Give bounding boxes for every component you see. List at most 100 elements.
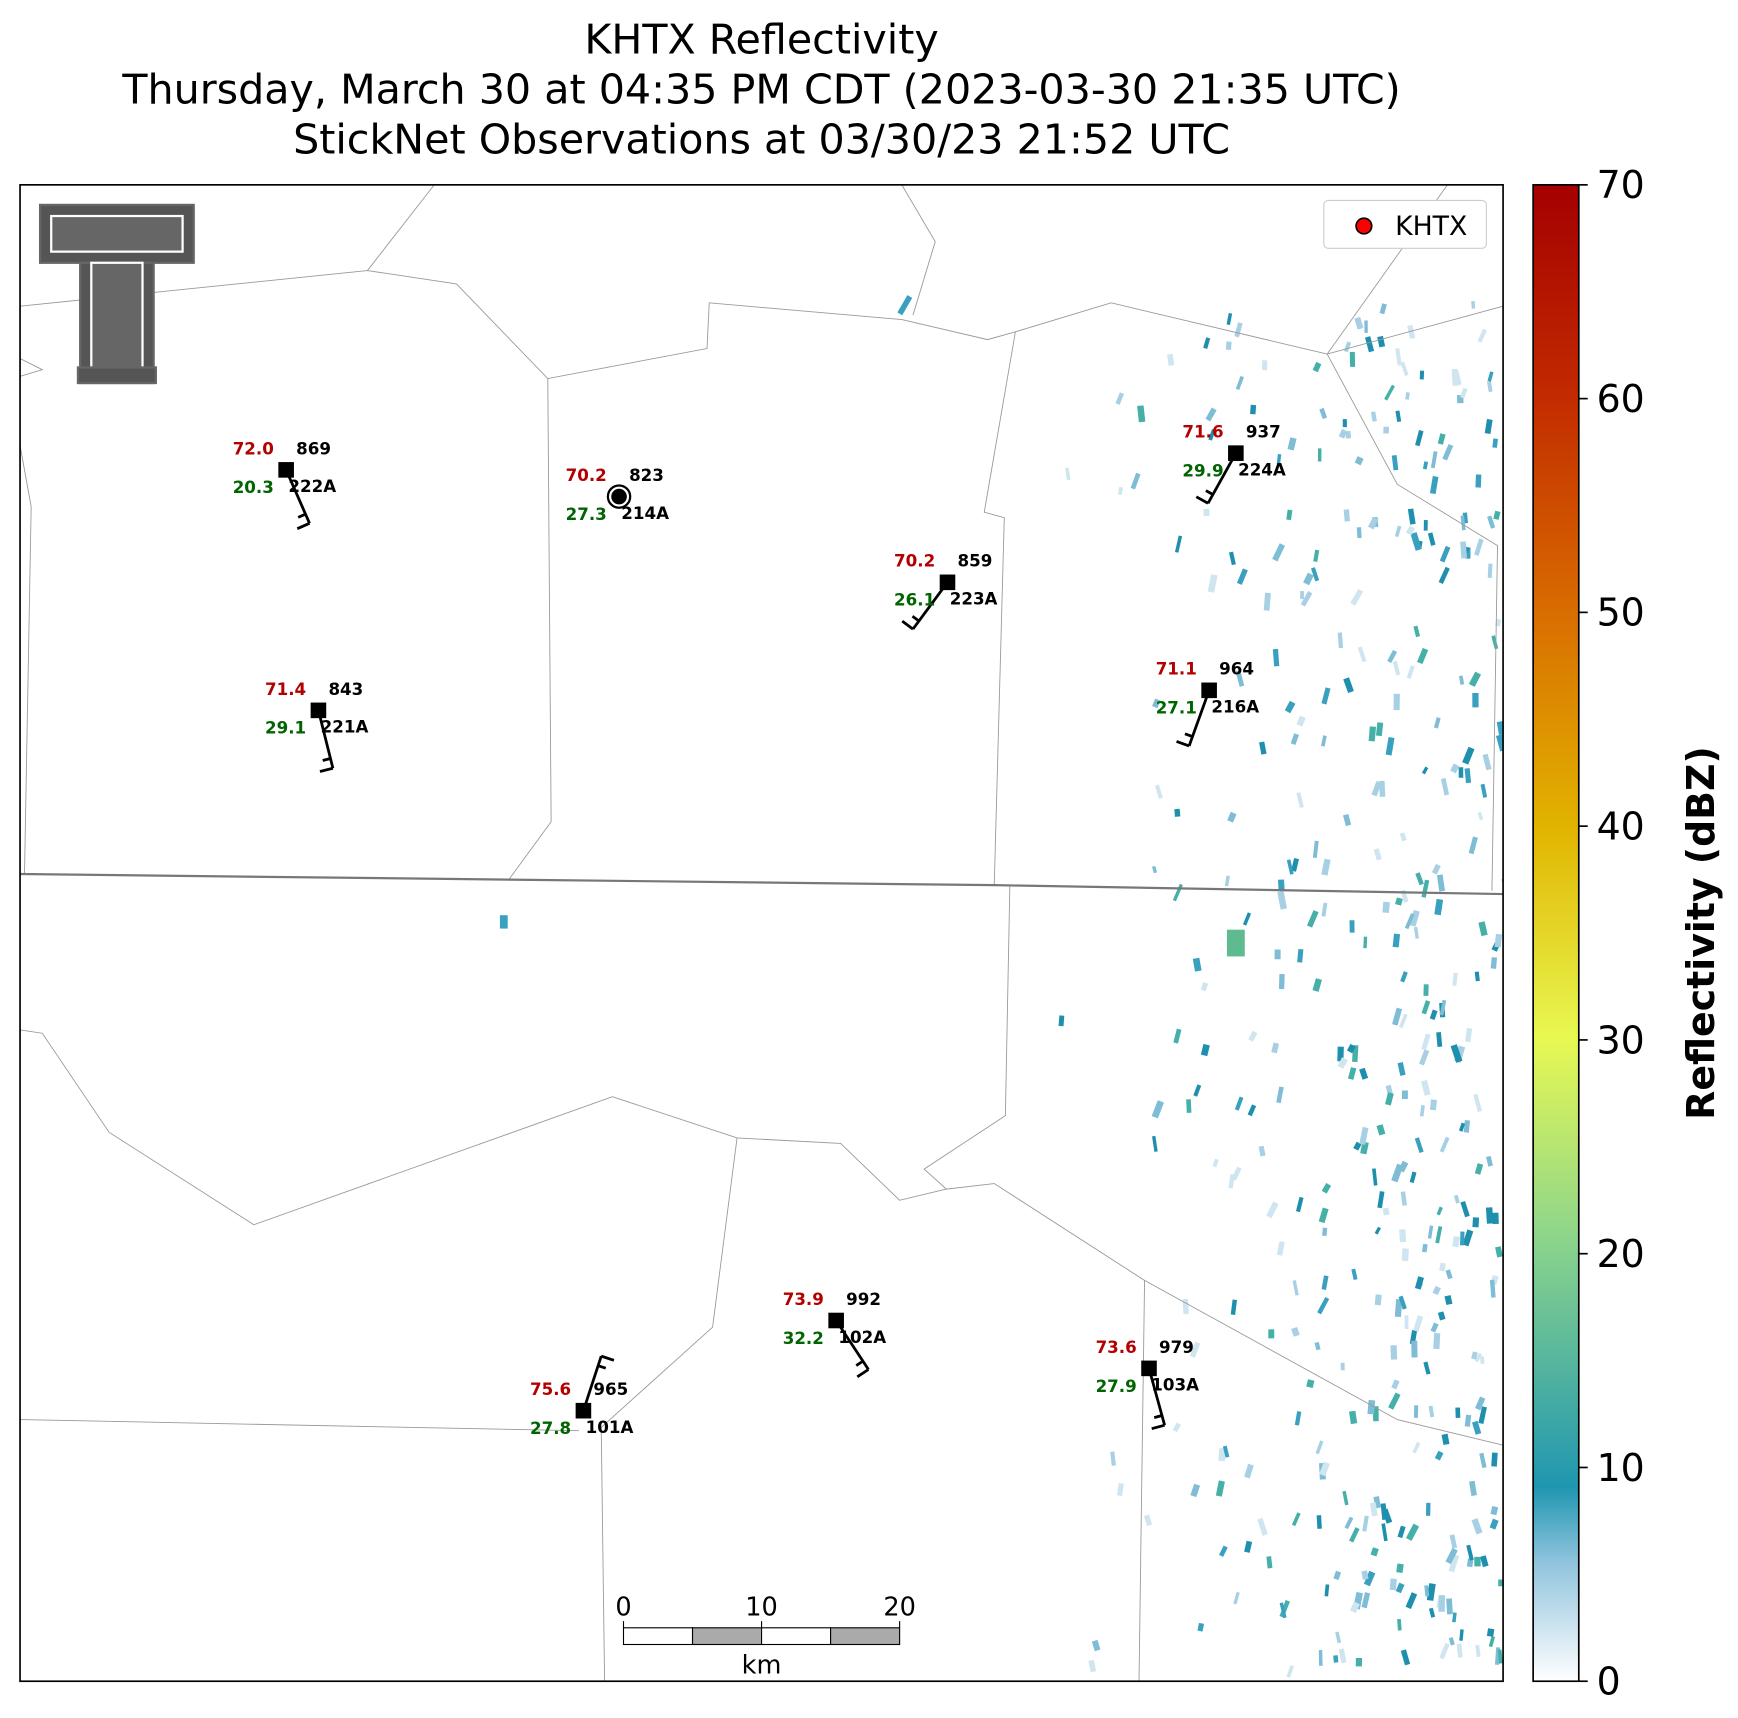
radar-echo: [1404, 1315, 1409, 1329]
radar-echo: [1460, 515, 1466, 531]
scale-bar-segment: [761, 1627, 832, 1646]
radar-echo: [1117, 486, 1123, 495]
radar-echo: [1228, 551, 1236, 566]
radar-echo: [1456, 1643, 1463, 1658]
colorbar-ticks: 0 10 20 30 40 50 60 70: [1578, 163, 1645, 1704]
radar-echo: [1343, 677, 1354, 694]
radar-echo: [1385, 1084, 1393, 1095]
radar-echo: [1233, 1591, 1240, 1605]
radar-echo: [1279, 1602, 1287, 1619]
radar-echo: [1234, 1096, 1244, 1111]
radar-echo: [1388, 1392, 1401, 1410]
radar-echo: [1436, 874, 1445, 892]
radar-echo: [1383, 426, 1390, 434]
radar-echo: [1459, 1629, 1464, 1641]
radar-echo: [1306, 910, 1319, 928]
radar-echo: [1322, 1227, 1328, 1237]
radar-echo: [1417, 647, 1429, 665]
wind-barb: [600, 1354, 615, 1362]
station-dewpoint: 32.2: [783, 1328, 824, 1348]
station-temp: 71.6: [1182, 422, 1223, 442]
radar-echo: [1433, 1333, 1441, 1350]
radar-echo: [1276, 453, 1282, 465]
ttu-logo: [38, 203, 195, 385]
radar-echo: [1452, 1612, 1457, 1623]
radar-echo: [1464, 768, 1472, 784]
radar-echo: [1460, 541, 1468, 559]
radar-echo: [1474, 538, 1484, 556]
radar-echo: [1186, 1099, 1192, 1113]
radar-echo: [1458, 1122, 1466, 1132]
radar-echo: [1296, 792, 1304, 809]
radar-echo: [1137, 405, 1146, 423]
station-pressure: 859: [958, 551, 993, 571]
radar-echo: [1200, 982, 1209, 992]
radar-echo: [1116, 1483, 1124, 1496]
radar-echo: [1493, 510, 1501, 520]
radar-echo: [1354, 456, 1364, 466]
radar-echo: [1488, 1635, 1496, 1648]
radar-echo: [1406, 665, 1415, 679]
station-temp: 70.2: [566, 465, 607, 485]
radar-echo: [1434, 898, 1444, 916]
radar-echo: [1400, 1649, 1411, 1666]
radar-echo: [1228, 1173, 1235, 1189]
radar-echo: [1370, 411, 1377, 422]
radar-echo: [1492, 1212, 1499, 1225]
radar-echo: [1250, 404, 1257, 415]
radar-echo: [1174, 808, 1181, 817]
radar-echo: [1428, 1405, 1435, 1418]
radar-echo: [1300, 591, 1304, 600]
radar-echo: [1173, 1028, 1182, 1044]
wind-barb: [1195, 495, 1209, 505]
station-marker: [828, 1312, 844, 1329]
radar-echo: [1315, 1440, 1324, 1455]
colorbar-tick-label: 30: [1597, 1018, 1645, 1062]
radar-echo: [1433, 717, 1441, 729]
radar-echo: [1088, 1659, 1097, 1673]
station-id: 224A: [1238, 459, 1286, 479]
radar-echo: [1360, 1141, 1369, 1155]
radar-echo: [1226, 929, 1245, 957]
radar-echo: [1347, 1067, 1357, 1080]
radar-echo: [1446, 1598, 1453, 1615]
station-dewpoint: 29.1: [265, 718, 306, 738]
radar-echo: [1432, 1285, 1441, 1296]
radar-echo: [1387, 649, 1398, 664]
radar-echo: [1413, 1315, 1424, 1332]
radar-echo: [1226, 312, 1233, 326]
radar-echo: [1346, 1043, 1356, 1054]
radar-echo: [1462, 746, 1475, 765]
radar-echo: [1295, 1196, 1304, 1213]
station-pressure: 823: [629, 465, 664, 485]
radar-echo: [1413, 625, 1421, 638]
radar-echo: [1490, 957, 1498, 969]
radar-echo: [1466, 1544, 1474, 1561]
radar-echo: [1400, 971, 1408, 983]
radar-echo: [1409, 1171, 1417, 1184]
wind-barb: [597, 1364, 607, 1370]
radar-echo: [1291, 1326, 1300, 1337]
radar-echo: [1458, 767, 1464, 778]
radar-echo: [1368, 726, 1377, 742]
radar-echo: [1485, 1207, 1494, 1224]
station-id: 214A: [621, 503, 669, 523]
radar-echo: [1382, 901, 1390, 913]
scale-bar-segment: [830, 1627, 901, 1646]
radar-echo: [1475, 1396, 1486, 1411]
radar-echo: [1458, 675, 1465, 685]
title-line: Thursday, March 30 at 04:35 PM CDT (2023…: [121, 66, 1400, 114]
radar-echo: [1478, 1406, 1487, 1424]
radar-echo: [1167, 353, 1175, 366]
radar-echo: [1381, 1523, 1388, 1542]
radar-echo: [1494, 933, 1503, 948]
radar-echo: [1480, 1555, 1489, 1568]
radar-echo: [1410, 532, 1422, 551]
radar-echo: [1439, 1262, 1446, 1272]
radar-echo: [1474, 1352, 1483, 1363]
radar-echo: [1321, 735, 1327, 747]
radar-echo: [1480, 783, 1488, 798]
station-plots: 72.0 869 20.3 222A 70.2 823 27.3 214A 70.2 859 26.…: [233, 422, 1286, 1438]
radar-echo: [1306, 1379, 1315, 1389]
wind-barb: [856, 1368, 870, 1379]
